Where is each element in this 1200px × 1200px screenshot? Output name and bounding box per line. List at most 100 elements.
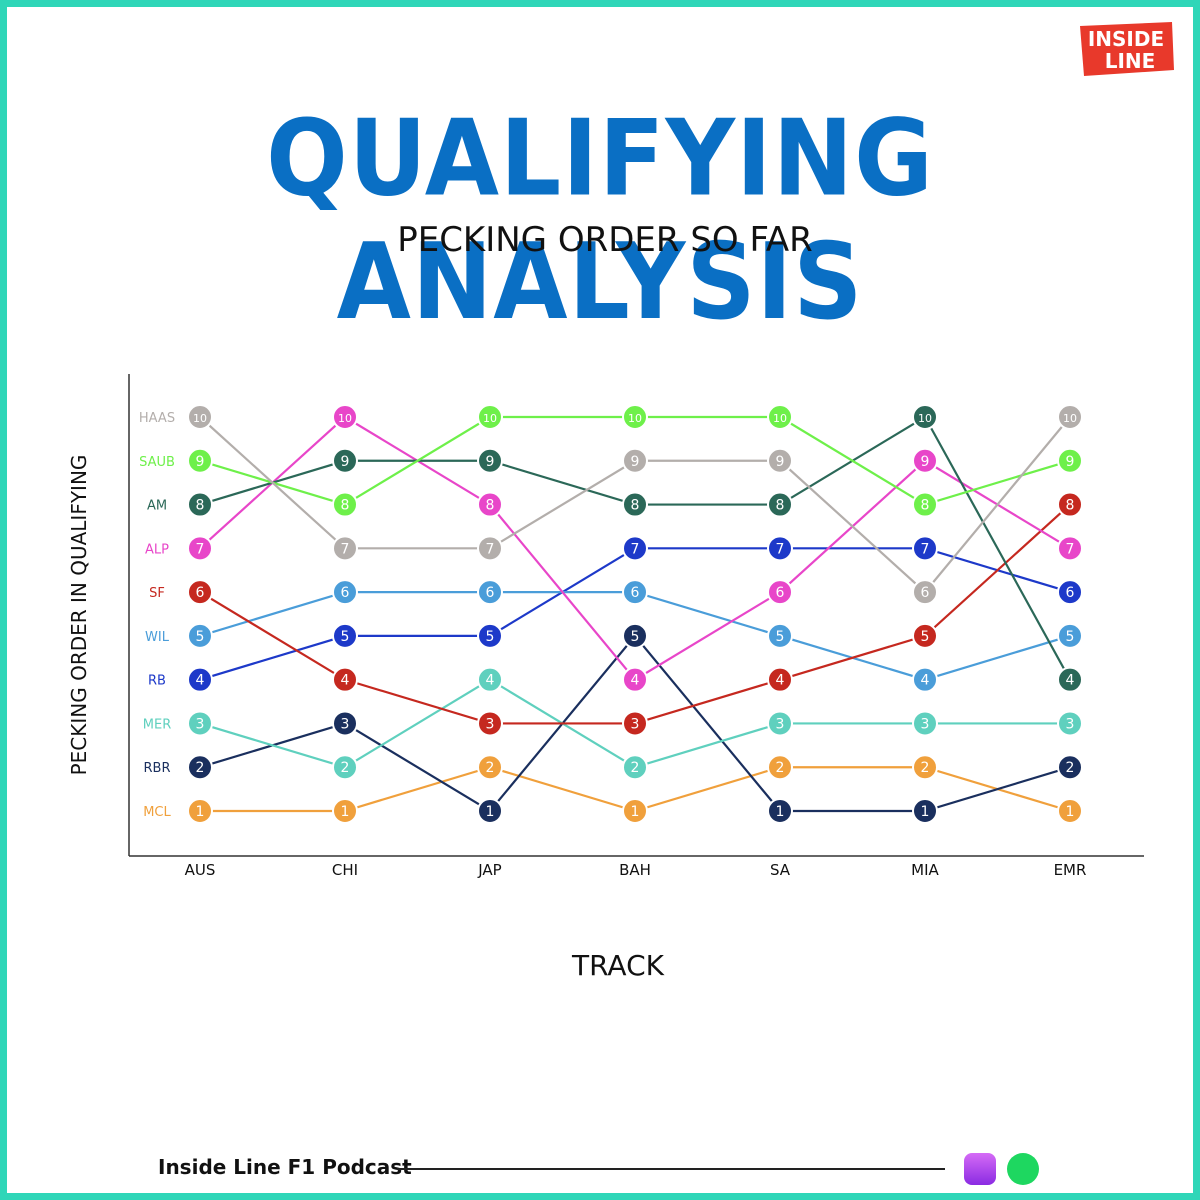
data-label: 4	[196, 673, 205, 689]
data-point	[477, 754, 503, 781]
data-label: 6	[341, 585, 350, 601]
data-point	[477, 579, 503, 606]
data-label: 4	[631, 673, 640, 689]
data-label: 9	[341, 454, 350, 470]
data-point	[332, 622, 358, 649]
data-label: 8	[486, 498, 495, 514]
data-label: 4	[486, 673, 495, 689]
logo-text-line2: LINE	[1105, 49, 1156, 73]
data-label: 2	[341, 760, 350, 776]
podcast-label: Inside Line F1 Podcast	[158, 1155, 412, 1179]
data-label: 6	[776, 585, 785, 601]
data-label: 10	[918, 412, 932, 425]
data-point	[477, 447, 503, 474]
data-point	[332, 710, 358, 737]
data-label: 1	[341, 804, 350, 820]
data-point	[187, 579, 213, 606]
data-point	[622, 798, 648, 824]
data-label: 3	[921, 716, 930, 732]
data-label: 8	[776, 498, 785, 514]
data-point	[912, 535, 938, 562]
data-point	[1057, 622, 1083, 649]
data-point	[1057, 798, 1083, 824]
data-point	[767, 798, 793, 824]
data-point	[912, 798, 938, 824]
data-point	[187, 535, 213, 562]
data-point	[912, 579, 938, 606]
data-label: 2	[631, 760, 640, 776]
apple-podcasts-icon[interactable]	[964, 1153, 996, 1185]
data-label: 7	[486, 541, 495, 557]
data-label: 9	[631, 454, 640, 470]
data-label: 9	[1066, 454, 1075, 470]
data-label: 4	[921, 673, 930, 689]
data-label: 4	[341, 673, 350, 689]
data-point	[912, 404, 938, 430]
data-label: 5	[1066, 629, 1075, 645]
data-point	[332, 491, 358, 518]
data-point	[332, 754, 358, 781]
data-point	[767, 754, 793, 781]
data-label: 7	[196, 541, 205, 557]
data-label: 6	[631, 585, 640, 601]
data-point	[477, 622, 503, 649]
data-point	[477, 798, 503, 824]
data-point	[332, 579, 358, 606]
data-label: 7	[921, 541, 930, 557]
data-point	[187, 754, 213, 781]
x-tick-label: SA	[770, 861, 791, 879]
data-label: 2	[1066, 760, 1075, 776]
data-point	[912, 666, 938, 693]
data-label: 1	[486, 804, 495, 820]
data-point	[477, 491, 503, 518]
data-point	[332, 798, 358, 824]
data-label: 3	[486, 716, 495, 732]
data-point	[767, 491, 793, 518]
data-label: 3	[1066, 716, 1075, 732]
data-point	[332, 404, 358, 430]
data-label: 7	[1066, 541, 1075, 557]
data-point	[912, 622, 938, 649]
data-point	[187, 491, 213, 518]
data-label: 5	[341, 629, 350, 645]
data-point	[767, 622, 793, 649]
data-point	[477, 666, 503, 693]
data-label: 9	[921, 454, 930, 470]
data-point	[912, 447, 938, 474]
data-point	[622, 491, 648, 518]
data-label: 3	[776, 716, 785, 732]
y-tick-label: SF	[149, 586, 165, 601]
spotify-icon[interactable]	[1007, 1153, 1039, 1185]
data-label: 10	[483, 412, 497, 425]
data-label: 2	[776, 760, 785, 776]
data-point	[477, 404, 503, 430]
logo-text-line1: INSIDE	[1088, 27, 1164, 51]
data-label: 5	[631, 629, 640, 645]
data-point	[1057, 666, 1083, 693]
data-label: 3	[196, 716, 205, 732]
data-label: 7	[341, 541, 350, 557]
x-tick-label: CHI	[332, 861, 358, 879]
data-label: 2	[196, 760, 205, 776]
y-tick-label: RB	[148, 674, 166, 689]
data-point	[477, 535, 503, 562]
data-label: 5	[486, 629, 495, 645]
series-line-rb	[199, 547, 1071, 681]
data-point	[1057, 404, 1083, 430]
x-tick-label: EMR	[1054, 861, 1087, 879]
x-tick-label: MIA	[911, 861, 939, 879]
y-tick-label: MER	[143, 717, 171, 732]
data-point	[1057, 447, 1083, 474]
data-label: 1	[776, 804, 785, 820]
data-point	[622, 579, 648, 606]
data-point	[1057, 710, 1083, 737]
data-label: 5	[196, 629, 205, 645]
data-label: 9	[196, 454, 205, 470]
data-point	[912, 754, 938, 781]
data-label: 8	[341, 498, 350, 514]
chart-subtitle: PECKING ORDER SO FAR	[397, 220, 813, 260]
data-point	[622, 447, 648, 474]
data-label: 5	[921, 629, 930, 645]
data-label: 6	[196, 585, 205, 601]
data-label: 9	[486, 454, 495, 470]
